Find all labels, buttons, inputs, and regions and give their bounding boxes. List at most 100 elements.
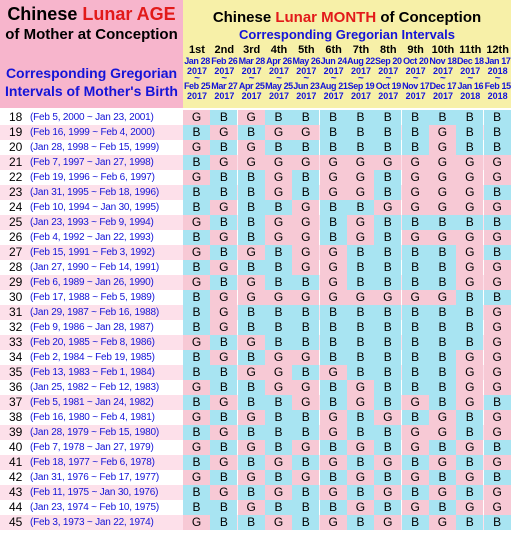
age-row: 44 (Jan 23, 1974 ~ Feb 10, 1975) B B G B B B G B G… <box>0 500 511 515</box>
boy-cell: B <box>237 305 265 320</box>
month-range-tilde: ~ <box>467 73 474 84</box>
girl-cell: G <box>346 500 374 515</box>
month-range-tilde: ~ <box>358 73 364 84</box>
girl-cell: G <box>210 350 238 365</box>
boy-cell: B <box>210 245 238 260</box>
boy-cell: B <box>237 320 265 335</box>
girl-cell: G <box>374 485 402 500</box>
mother-age: 38 <box>9 410 23 424</box>
boy-cell: B <box>401 215 429 230</box>
girl-cell: G <box>346 395 374 410</box>
girl-cell: G <box>483 275 511 290</box>
girl-cell: G <box>183 110 210 125</box>
girl-cell: G <box>456 440 484 455</box>
boy-cell: B <box>319 500 347 515</box>
month-ordinal: 1st <box>189 44 205 56</box>
boy-cell: B <box>428 470 456 485</box>
age-gregorian-line2: Intervals of Mother's Birth <box>5 83 178 99</box>
girl-cell: G <box>237 275 265 290</box>
month-start-year: 2017 <box>405 66 426 76</box>
girl-cell: G <box>401 500 429 515</box>
girl-cell: G <box>319 365 347 380</box>
boy-cell: B <box>428 275 456 290</box>
girl-cell: G <box>401 395 429 410</box>
boy-cell: B <box>401 275 429 290</box>
boy-cell: B <box>401 125 429 140</box>
birth-interval: (Feb 6, 1989 ~ Jan 26, 1990) <box>30 277 154 288</box>
boy-cell: B <box>401 245 429 260</box>
boy-cell: B <box>401 260 429 275</box>
boy-cell: B <box>237 515 265 530</box>
birth-interval: (Feb 9, 1986 ~ Jan 28, 1987) <box>30 322 154 333</box>
mother-age: 42 <box>9 470 23 484</box>
mother-age: 27 <box>9 245 23 259</box>
girl-cell: G <box>456 200 484 215</box>
girl-cell: G <box>237 245 265 260</box>
boy-cell: B <box>428 260 456 275</box>
boy-cell: B <box>292 305 320 320</box>
girl-cell: G <box>319 275 347 290</box>
mother-age: 43 <box>9 485 23 499</box>
boy-cell: B <box>183 320 210 335</box>
month-column-header: 5th May 26 2017 ~ Jun 23 2017 <box>292 44 321 106</box>
boy-cell: B <box>374 380 402 395</box>
girl-cell: G <box>210 200 238 215</box>
boy-cell: B <box>346 365 374 380</box>
boy-cell: B <box>183 500 210 515</box>
birth-interval: (Feb 15, 1991 ~ Feb 3, 1992) <box>30 247 155 258</box>
boy-cell: B <box>264 275 292 290</box>
girl-cell: G <box>483 365 511 380</box>
age-row: 18 (Feb 5, 2000 ~ Jan 23, 2001) G B G B B B B B B B… <box>0 110 511 125</box>
girl-cell: G <box>183 410 210 425</box>
month-range-tilde: ~ <box>494 73 501 84</box>
boy-cell: B <box>401 305 429 320</box>
girl-cell: G <box>456 260 484 275</box>
boy-cell: B <box>292 455 320 470</box>
boy-cell: B <box>374 350 402 365</box>
mother-age: 18 <box>9 110 23 124</box>
girl-cell: G <box>237 410 265 425</box>
girl-cell: G <box>237 110 265 125</box>
boy-cell: B <box>264 410 292 425</box>
age-row: 24 (Feb 10, 1994 ~ Jan 30, 1995) B G B B G B B G G… <box>0 200 511 215</box>
boy-cell: B <box>374 185 402 200</box>
boy-cell: B <box>483 245 511 260</box>
birth-interval: (Feb 3, 1973 ~ Jan 22, 1974) <box>30 517 154 528</box>
age-row: 29 (Feb 6, 1989 ~ Jan 26, 1990) G B G B B G B B B B… <box>0 275 511 290</box>
boy-cell: B <box>401 515 429 530</box>
boy-cell: B <box>428 245 456 260</box>
age-title-highlight: Lunar AGE <box>82 4 176 24</box>
month-column-header: 12th Jan 17 2018 ~ Feb 15 2018 <box>484 44 511 106</box>
age-row: 34 (Feb 2, 1984 ~ Feb 19, 1985) B G B G G B B B B B… <box>0 350 511 365</box>
girl-cell: G <box>346 440 374 455</box>
boy-cell: B <box>456 125 484 140</box>
girl-cell: G <box>483 350 511 365</box>
age-row: 45 (Feb 3, 1973 ~ Jan 22, 1974) G B B G B G B G B G… <box>0 515 511 530</box>
girl-cell: G <box>483 380 511 395</box>
month-header-title: Chinese Lunar MONTH of Conception <box>183 9 511 27</box>
boy-cell: B <box>374 215 402 230</box>
girl-cell: G <box>264 365 292 380</box>
boy-cell: B <box>292 140 320 155</box>
girl-cell: G <box>292 245 320 260</box>
boy-cell: B <box>183 305 210 320</box>
birth-interval: (Feb 10, 1994 ~ Jan 30, 1995) <box>30 202 160 213</box>
girl-cell: G <box>483 425 511 440</box>
girl-cell: G <box>456 170 484 185</box>
girl-cell: G <box>456 350 484 365</box>
girl-cell: G <box>483 305 511 320</box>
boy-cell: B <box>292 485 320 500</box>
boy-cell: B <box>264 395 292 410</box>
birth-interval: (Feb 13, 1983 ~ Feb 1, 1984) <box>30 367 155 378</box>
boy-cell: B <box>346 320 374 335</box>
age-row: 20 (Jan 28, 1998 ~ Feb 15, 1999) G B G B B B B B B… <box>0 140 511 155</box>
girl-cell: G <box>292 155 320 170</box>
girl-cell: G <box>292 230 320 245</box>
boy-cell: B <box>183 350 210 365</box>
girl-cell: G <box>264 290 292 305</box>
girl-cell: G <box>374 410 402 425</box>
boy-cell: B <box>292 410 320 425</box>
girl-cell: G <box>319 185 347 200</box>
month-ordinal: 10th <box>431 44 455 56</box>
boy-cell: B <box>483 440 511 455</box>
